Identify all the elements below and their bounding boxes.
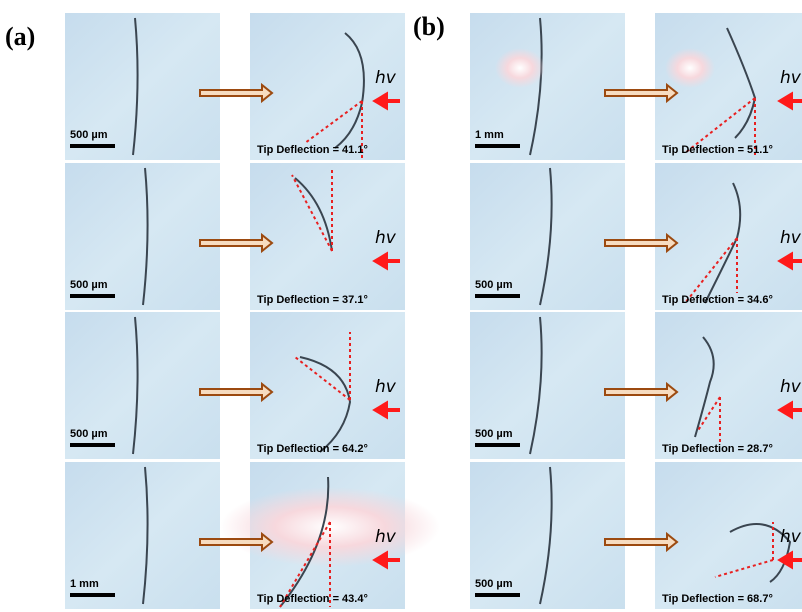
image-row: 500 µm hv Tip Deflection = 37.1° bbox=[65, 163, 405, 310]
deflection-label: Tip Deflection = 51.1° bbox=[662, 144, 773, 156]
deflection-label: Tip Deflection = 28.7° bbox=[662, 443, 773, 455]
scale-bar-label: 500 µm bbox=[475, 578, 513, 590]
panel: (a) 500 µm hv Tip Deflection = 41.1° 500 µm h… bbox=[5, 13, 440, 609]
panel-label: (b) bbox=[413, 12, 445, 41]
scale-bar-label: 1 mm bbox=[475, 129, 504, 141]
scale-bar bbox=[70, 443, 115, 447]
scale-bar-label: 500 µm bbox=[475, 279, 513, 291]
light-label: hv bbox=[780, 527, 802, 547]
light-label: hv bbox=[375, 527, 397, 547]
light-label: hv bbox=[780, 228, 802, 248]
scale-bar-label: 1 mm bbox=[70, 578, 99, 590]
light-glare bbox=[495, 48, 545, 88]
image-row: 1 mm hv Tip Deflection = 43.4° bbox=[65, 462, 440, 609]
scale-bar bbox=[70, 144, 115, 148]
scale-bar bbox=[475, 294, 520, 298]
scale-bar bbox=[475, 443, 520, 447]
light-label: hv bbox=[375, 68, 397, 88]
light-label: hv bbox=[780, 377, 802, 397]
content: (a) 500 µm hv Tip Deflection = 41.1° 500 µm h… bbox=[5, 12, 802, 609]
deflection-label: Tip Deflection = 34.6° bbox=[662, 294, 773, 306]
image-row: 500 µm hv Tip Deflection = 64.2° bbox=[65, 312, 405, 459]
figure: (a) 500 µm hv Tip Deflection = 41.1° 500 µm h… bbox=[0, 0, 802, 612]
scale-bar bbox=[475, 144, 520, 148]
light-label: hv bbox=[375, 377, 397, 397]
deflection-label: Tip Deflection = 41.1° bbox=[257, 144, 368, 156]
image-row: 500 µm hv Tip Deflection = 41.1° bbox=[65, 13, 405, 160]
light-glare bbox=[665, 48, 715, 88]
deflection-label: Tip Deflection = 64.2° bbox=[257, 443, 368, 455]
scale-bar-label: 500 µm bbox=[70, 129, 108, 141]
scale-bar bbox=[70, 294, 115, 298]
image-row: 1 mm hv Tip Deflection = 51.1° bbox=[470, 13, 802, 160]
scale-bar bbox=[70, 593, 115, 597]
scale-bar-label: 500 µm bbox=[70, 428, 108, 440]
scale-bar bbox=[475, 593, 520, 597]
deflection-label: Tip Deflection = 43.4° bbox=[257, 593, 368, 605]
deflection-label: Tip Deflection = 37.1° bbox=[257, 294, 368, 306]
scale-bar-label: 500 µm bbox=[70, 279, 108, 291]
deflection-label: Tip Deflection = 68.7° bbox=[662, 593, 773, 605]
panel: (b) 1 mm hv Tip Deflection = 51.1° 500 µm hv T… bbox=[413, 12, 802, 609]
panel-label: (a) bbox=[5, 22, 35, 51]
image-row: 500 µm hv Tip Deflection = 28.7° bbox=[470, 312, 802, 459]
light-label: hv bbox=[780, 68, 802, 88]
scale-bar-label: 500 µm bbox=[475, 428, 513, 440]
light-label: hv bbox=[375, 228, 397, 248]
image-row: 500 µm hv Tip Deflection = 34.6° bbox=[470, 163, 802, 310]
image-row: 500 µm hv Tip Deflection = 68.7° bbox=[470, 462, 802, 609]
